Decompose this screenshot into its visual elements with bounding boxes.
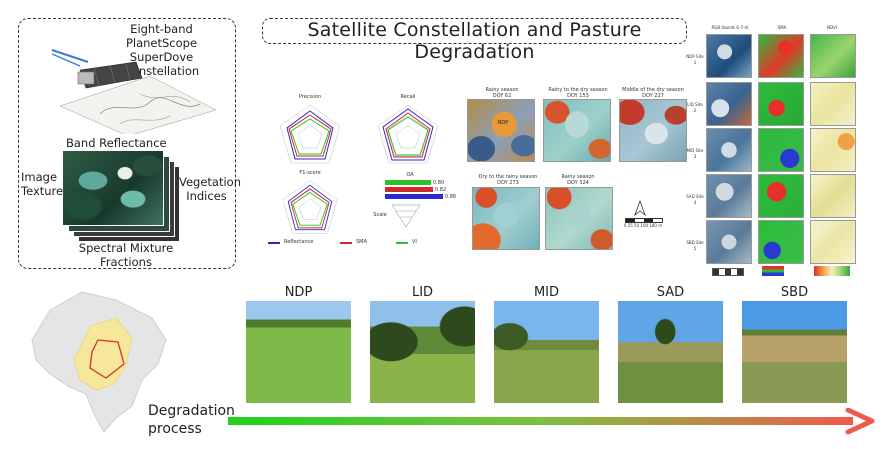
row-label-mid: MID Site 3 <box>686 148 704 159</box>
season-label-4: Dry to the rainy season DOY 273 <box>472 174 544 186</box>
page-title: Satellite Constellation and Pasture Degr… <box>307 19 642 63</box>
legend-swatch-sma <box>340 242 352 244</box>
scale-triangle <box>391 204 421 228</box>
season-name: Rainy to the dry season <box>548 87 608 93</box>
map-legend-rgb <box>712 268 744 276</box>
field-photo-lid <box>370 301 475 403</box>
map-rgb-mid <box>706 128 752 172</box>
map-sma-mid <box>758 128 804 172</box>
field-photo-ndp <box>246 301 351 403</box>
field-photo-sbd <box>742 301 847 403</box>
season-name: Rainy season <box>561 174 595 180</box>
col-header-rgb: RGB (bands 6-7-4) <box>711 25 749 30</box>
map-ndvi-sbd <box>810 220 856 264</box>
season-image-doy153 <box>543 99 611 162</box>
satellite-scene-image <box>62 150 164 226</box>
photo-label-ndp: NDP <box>284 285 313 300</box>
map-ndvi-sad <box>810 174 856 218</box>
radar-title-precision: Precision <box>298 94 322 100</box>
degradation-process-label: Degradation process <box>148 403 235 437</box>
brazil-map <box>31 291 167 432</box>
scale-label: Scale <box>373 212 387 218</box>
col-header-ndvi: NDVI <box>827 25 837 30</box>
row-label-sad: SAD Site 4 <box>686 194 704 205</box>
season-label-1: Rainy season DOY 62 <box>467 87 537 99</box>
oa-title: OA <box>406 172 414 178</box>
legend-vi: VI <box>412 239 417 245</box>
field-photo-mid <box>494 301 599 403</box>
image-texture-label: Image Texture <box>21 170 64 198</box>
map-ndvi-ndp <box>810 34 856 78</box>
season-image-doy227 <box>619 99 687 162</box>
radar-title-f1: F1-score <box>299 170 321 176</box>
map-ndvi-mid <box>810 128 856 172</box>
legend-swatch-reflectance <box>268 242 280 244</box>
photo-label-sbd: SBD <box>780 285 809 300</box>
season-name: Middle of the dry season <box>622 87 684 93</box>
season-doy: DOY 273 <box>497 180 519 186</box>
vegetation-indices-label: Vegetation Indices <box>179 175 242 203</box>
map-legend-ndvi <box>814 266 850 276</box>
oa-bar-vi <box>385 180 431 185</box>
oa-bar-reflectance <box>385 194 443 199</box>
oa-value-vi: 0.80 <box>433 180 445 186</box>
band-reflectance-label: Band Reflectance <box>66 136 167 150</box>
col-header-sma: SMA <box>777 25 787 30</box>
season-label-2: Rainy to the dry season DOY 153 <box>540 87 616 99</box>
left-panel <box>18 18 236 269</box>
spectral-mixture-label: Spectral Mixture Fractions <box>78 241 174 269</box>
season-doy: DOY 227 <box>642 93 664 99</box>
image-stack <box>62 150 182 242</box>
season-doy: DOY 153 <box>567 93 589 99</box>
scale-bar-text: 0 25 50 100 180 m <box>623 223 663 228</box>
photo-label-mid: MID <box>533 285 560 300</box>
season-doy: DOY 324 <box>567 180 589 186</box>
radar-chart-precision <box>279 104 341 164</box>
season-image-doy62 <box>467 99 535 162</box>
season-label-3: Middle of the dry season DOY 227 <box>617 87 689 99</box>
scale-bar <box>625 218 663 223</box>
map-ndvi-lid <box>810 82 856 126</box>
north-arrow-icon <box>634 200 646 216</box>
legend-reflectance: Reflectance <box>284 239 314 245</box>
row-label-sbd: SBD Site 5 <box>686 240 704 251</box>
radar-chart-f1 <box>282 180 338 234</box>
season-label-5: Rainy season DOY 324 <box>545 174 611 186</box>
row-label-lid: LID Site 2 <box>687 102 703 113</box>
map-sma-sbd <box>758 220 804 264</box>
map-sma-lid <box>758 82 804 126</box>
season-doy: DOY 62 <box>492 93 512 99</box>
map-sma-sad <box>758 174 804 218</box>
radar-legend: Reflectance SMA VI <box>268 238 438 246</box>
map-sma-ndp <box>758 34 804 78</box>
map-rgb-sbd <box>706 220 752 264</box>
photo-label-lid: LID <box>411 285 434 300</box>
ndp-marker: NDP <box>497 120 509 126</box>
season-image-doy324 <box>545 187 613 250</box>
right-map-grid: RGB (bands 6-7-4) SMA NDVI NDP Site 1 LI… <box>686 22 858 280</box>
degradation-arrow <box>228 408 875 435</box>
legend-sma: SMA <box>356 239 367 245</box>
map-legend-sma <box>762 266 784 276</box>
constellation-title: Eight-band PlanetScope SuperDove Constel… <box>123 22 200 78</box>
season-name: Dry to the rainy season <box>478 174 538 180</box>
season-image-doy273 <box>472 187 540 250</box>
title-box <box>262 18 687 44</box>
oa-value-reflectance: 0.86 <box>445 194 457 200</box>
satellite-icon <box>51 48 217 134</box>
row-label-ndp: NDP Site 1 <box>686 54 704 65</box>
map-rgb-lid <box>706 82 752 126</box>
map-rgb-sad <box>706 174 752 218</box>
photo-label-sad: SAD <box>656 285 685 300</box>
field-photo-sad <box>618 301 723 403</box>
radar-title-recall: Recall <box>400 94 416 100</box>
oa-bar-sma <box>385 187 433 192</box>
radar-chart-recall <box>377 104 439 164</box>
season-name: Rainy season <box>485 87 519 93</box>
legend-swatch-vi <box>396 242 408 244</box>
oa-value-sma: 0.82 <box>435 187 447 193</box>
map-rgb-ndp <box>706 34 752 78</box>
